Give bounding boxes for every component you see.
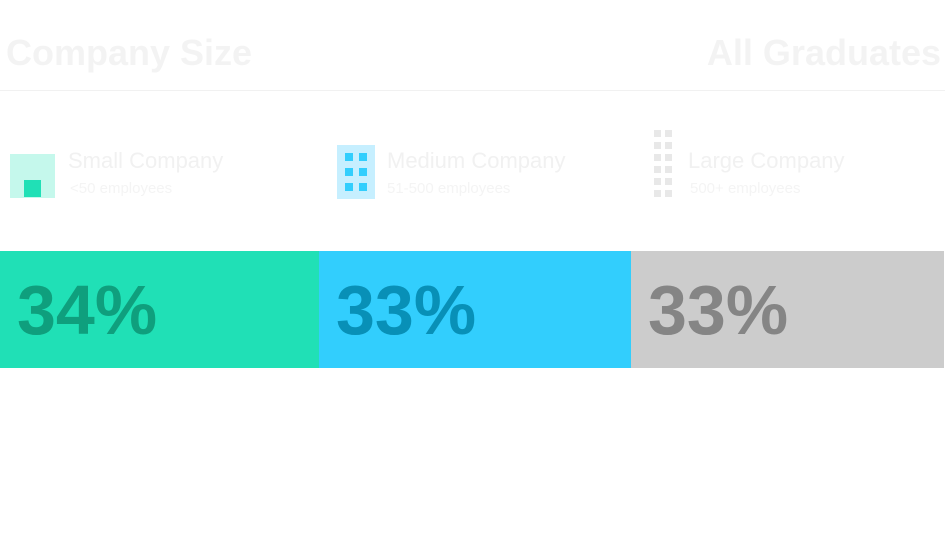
- bar-segment-small-company: 34%: [0, 251, 319, 368]
- legend-label: Small Company: [68, 148, 224, 173]
- small-building-icon: [10, 154, 55, 198]
- bar-value-label: 33%: [336, 271, 477, 349]
- bar-segment-medium-company: 33%: [319, 251, 631, 368]
- legend-range: <50 employees: [70, 180, 173, 197]
- filter-label[interactable]: All Graduates: [706, 32, 941, 73]
- medium-building-icon: [337, 145, 375, 199]
- legend-item-small-company: Small Company <50 employees: [10, 128, 310, 208]
- bar-segment-large-company: 33%: [631, 251, 944, 368]
- legend-item-medium-company: Medium Company 51-500 employees: [337, 128, 637, 208]
- bar-value-label: 34%: [17, 271, 158, 349]
- large-building-icon: [654, 130, 672, 197]
- legend-item-large-company: Large Company 500+ employees: [654, 128, 944, 208]
- legend-range: 500+ employees: [690, 180, 801, 197]
- legend-label: Large Company: [688, 148, 845, 173]
- legend-label: Medium Company: [387, 148, 566, 173]
- bar-value-label: 33%: [648, 271, 789, 349]
- chart-header: Company Size All Graduates: [0, 0, 945, 91]
- chart-title: Company Size: [6, 32, 253, 73]
- legend-range: 51-500 employees: [387, 180, 511, 197]
